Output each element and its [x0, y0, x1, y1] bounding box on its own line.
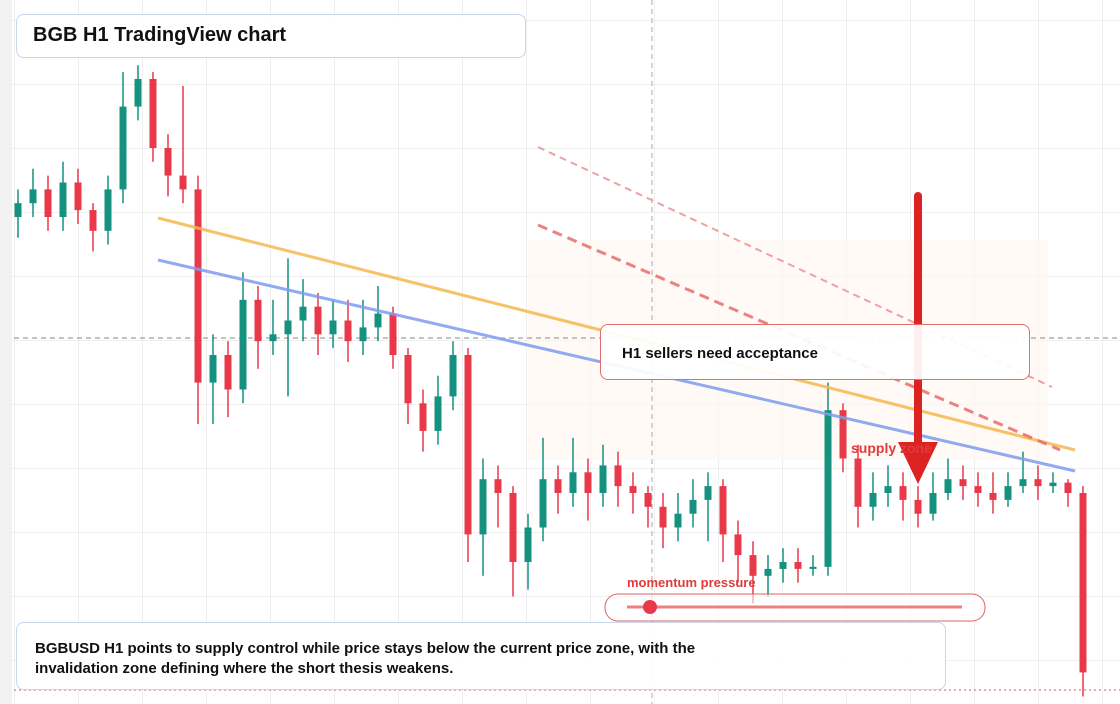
- candle-body: [914, 499, 922, 514]
- candles: [14, 65, 1087, 697]
- candle-body: [284, 320, 292, 335]
- candle-body: [629, 486, 637, 493]
- candle-body: [329, 320, 337, 335]
- candle-body: [839, 410, 847, 459]
- left-edge: [0, 0, 12, 704]
- candle-body: [299, 306, 307, 321]
- candle-body: [734, 534, 742, 556]
- candle-body: [944, 479, 952, 493]
- candle-body: [554, 479, 562, 493]
- candle-body: [134, 79, 142, 107]
- candle-body: [254, 299, 262, 342]
- candle-body: [389, 313, 397, 355]
- candle-body: [419, 403, 427, 431]
- candle-body: [494, 479, 502, 493]
- candle-body: [509, 493, 517, 562]
- candle-body: [14, 203, 22, 217]
- candle-body: [749, 555, 757, 576]
- candle-body: [104, 189, 112, 231]
- candle-body: [1064, 482, 1072, 493]
- candle-body: [449, 355, 457, 397]
- candle-body: [614, 465, 622, 487]
- candle-body: [539, 479, 547, 528]
- candle-body: [224, 355, 232, 390]
- momentum-label: momentum pressure: [627, 575, 756, 590]
- candle-body: [674, 513, 682, 528]
- candle-body: [884, 486, 892, 493]
- candle-body: [1019, 479, 1027, 487]
- candle-body: [974, 486, 982, 493]
- candle-body: [1034, 479, 1042, 487]
- candle-body: [359, 327, 367, 342]
- candle-body: [854, 458, 862, 507]
- candle-body: [344, 320, 352, 342]
- candle-body: [239, 299, 247, 390]
- slider-knob: [643, 600, 657, 614]
- candle-body: [779, 562, 787, 569]
- candle-body: [149, 79, 157, 148]
- candle-body: [269, 334, 277, 342]
- candle-body: [314, 306, 322, 335]
- candle-body: [764, 568, 772, 576]
- candle-body: [209, 355, 217, 383]
- candle-body: [959, 479, 967, 487]
- candle-body: [434, 396, 442, 431]
- candle-body: [719, 486, 727, 535]
- candle-body: [524, 527, 532, 562]
- candle-body: [119, 106, 127, 190]
- candle-body: [929, 493, 937, 514]
- candle-body: [794, 562, 802, 569]
- chart-title: BGB H1 TradingView chart: [16, 14, 526, 58]
- candle-body: [704, 486, 712, 500]
- candle-body: [59, 182, 67, 217]
- candle-body: [644, 493, 652, 507]
- candle-body: [989, 493, 997, 500]
- candle-body: [29, 189, 37, 204]
- candle-body: [689, 499, 697, 514]
- candle-body: [479, 479, 487, 535]
- candle-body: [404, 355, 412, 404]
- candle-body: [584, 472, 592, 493]
- supply-zone-label: supply zone: [851, 440, 932, 456]
- candle-body: [74, 182, 82, 211]
- candle-body: [659, 506, 667, 528]
- candle-body: [869, 493, 877, 507]
- candle-body: [809, 566, 817, 569]
- candle-body: [179, 175, 187, 190]
- candle-body: [599, 465, 607, 493]
- candle-body: [1079, 493, 1087, 673]
- candle-body: [1049, 482, 1057, 487]
- caption: BGBUSD H1 points to supply control while…: [16, 622, 946, 690]
- candle-body: [44, 189, 52, 217]
- candle-body: [464, 355, 472, 535]
- arrow-head: [898, 442, 938, 484]
- candle-body: [194, 189, 202, 383]
- callout: H1 sellers need acceptance: [600, 324, 1030, 380]
- candle-body: [899, 486, 907, 500]
- candle-body: [164, 148, 172, 176]
- candle-body: [824, 410, 832, 567]
- candle-body: [374, 313, 382, 328]
- candle-body: [89, 210, 97, 231]
- candle-body: [569, 472, 577, 493]
- candle-body: [1004, 486, 1012, 500]
- dashed-line: [537, 223, 1061, 452]
- caption-text: BGBUSD H1 points to supply control while…: [35, 640, 696, 677]
